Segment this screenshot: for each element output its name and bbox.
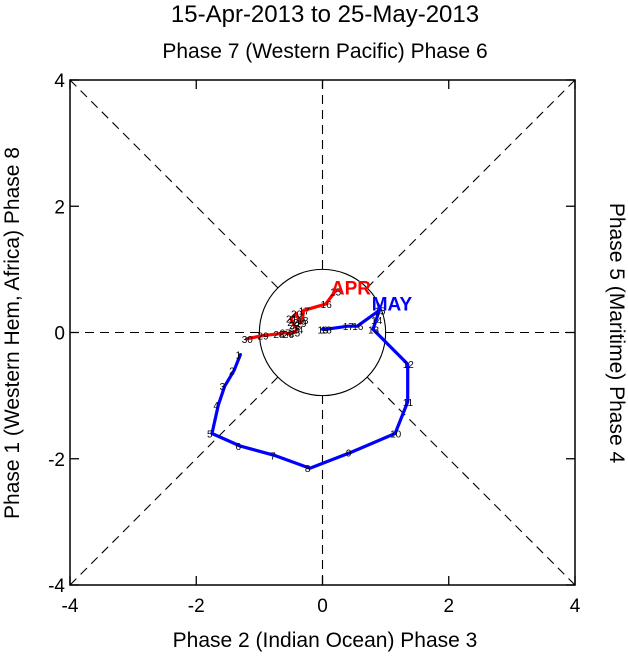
day-label: 8 (305, 464, 311, 475)
series-line-may (210, 308, 410, 470)
day-label: 16 (352, 322, 364, 333)
x-tick-label: 2 (443, 596, 454, 617)
x-tick-label: -4 (62, 596, 79, 617)
day-label: 16 (321, 300, 333, 311)
day-label: 17 (299, 306, 311, 317)
day-label: 12 (403, 360, 415, 371)
day-label: 3 (220, 382, 226, 393)
day-label: 9 (346, 448, 352, 459)
day-label: 19 (295, 319, 307, 330)
day-label: 23 (289, 321, 301, 332)
x-tick-label: 4 (570, 596, 581, 617)
day-label: 11 (403, 398, 414, 409)
day-label: 17 (343, 322, 355, 333)
day-label: 7 (270, 452, 276, 463)
day-label: 27 (280, 329, 292, 340)
day-label: 26 (283, 330, 295, 341)
y-tick-label: -2 (48, 450, 65, 471)
y-tick-label: 4 (54, 71, 65, 92)
y-axis-label: Phase 1 (Western Hem, Africa) Phase 8 (1, 147, 24, 519)
phase-top-label: Phase 7 (Western Pacific) Phase 6 (162, 40, 487, 63)
day-label: 25 (289, 329, 301, 340)
day-label: 13 (368, 325, 380, 336)
amplitude-circle (258, 268, 387, 397)
day-label: 29 (258, 332, 270, 343)
day-label: 5 (207, 430, 213, 441)
day-label: 15 (330, 287, 342, 298)
day-label: 15 (374, 306, 386, 317)
x-axis-label: Phase 2 (Indian Ocean) Phase 3 (173, 629, 478, 652)
series-line-apr (245, 289, 337, 341)
plot-area: -4-4-2-200224415161718192021222324252627… (48, 71, 581, 617)
day-label: 18 (321, 325, 333, 336)
day-label: 24 (292, 325, 304, 336)
y-tick-label: -4 (48, 576, 65, 597)
series-label-may: MAY (372, 294, 413, 315)
day-label: 21 (286, 315, 298, 326)
day-label: 18 (297, 316, 309, 327)
x-tick-label: 0 (317, 596, 328, 617)
day-label: 1 (235, 351, 241, 362)
day-label: 14 (371, 316, 383, 327)
day-label: 19 (318, 325, 330, 336)
y-tick-label: 0 (54, 324, 65, 345)
series-label-apr: APR (331, 279, 371, 300)
x-tick-label: -2 (188, 596, 205, 617)
right-axis-label: Phase 5 (Maritime) Phase 4 (605, 203, 628, 464)
day-label: 2 (229, 366, 235, 377)
day-label: 22 (287, 318, 299, 329)
day-label: 28 (273, 330, 285, 341)
day-label: 6 (235, 442, 241, 453)
day-label: 20 (291, 310, 303, 321)
day-label: 10 (390, 430, 402, 441)
day-label: 30 (242, 335, 254, 346)
day-label: 4 (213, 401, 219, 412)
chart-title: 15-Apr-2013 to 25-May-2013 (171, 1, 479, 28)
y-tick-label: 2 (54, 197, 65, 218)
